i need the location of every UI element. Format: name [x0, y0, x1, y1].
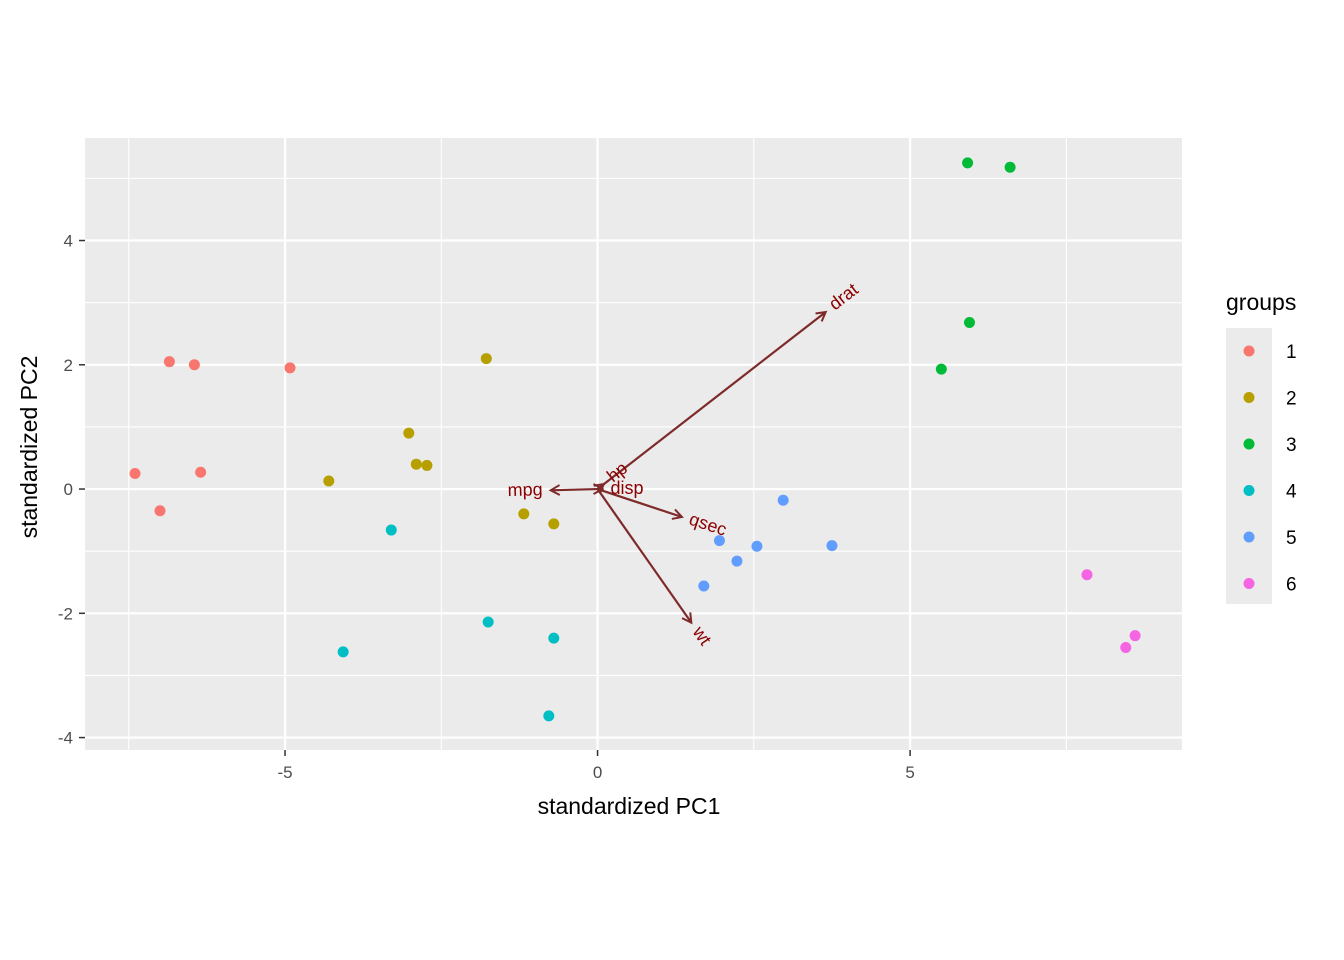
y-tick-label: 0	[64, 480, 73, 499]
data-point-group-4	[543, 710, 555, 722]
legend-label-3: 3	[1286, 435, 1297, 456]
arrow-label-mpg: mpg	[507, 479, 543, 500]
arrow-mpg	[551, 489, 598, 490]
data-point-group-3	[963, 317, 975, 329]
arrow-drat	[596, 312, 826, 490]
data-point-group-5	[698, 580, 710, 592]
data-point-group-2	[548, 518, 560, 530]
data-point-group-5	[731, 555, 743, 567]
data-point-group-1	[188, 359, 200, 371]
arrow-wt	[596, 488, 692, 623]
data-point-group-2	[410, 458, 422, 470]
data-point-group-4	[482, 616, 494, 628]
data-point-group-4	[337, 646, 349, 658]
legend-label-1: 1	[1286, 342, 1297, 363]
legend-key-4	[1243, 485, 1255, 496]
data-point-group-2	[480, 353, 492, 365]
data-point-group-1	[284, 362, 296, 374]
data-point-group-5	[751, 540, 763, 552]
legend-key-1	[1243, 345, 1255, 357]
data-point-group-4	[385, 524, 397, 536]
y-axis-title: standardized PC2	[16, 356, 42, 539]
legend-key-3	[1243, 438, 1255, 450]
x-tick-label: -5	[277, 763, 292, 782]
data-points	[129, 157, 1141, 722]
x-axis-title: standardized PC1	[538, 793, 721, 819]
legend-key-5	[1243, 531, 1255, 543]
data-point-group-2	[323, 475, 335, 487]
y-tick-label: -4	[58, 729, 73, 748]
data-point-group-6	[1120, 641, 1132, 653]
arrow-label-disp: disp	[611, 478, 644, 498]
legend-title: groups	[1226, 289, 1296, 315]
data-point-group-3	[935, 363, 947, 375]
legend-label-5: 5	[1286, 528, 1297, 549]
data-point-group-3	[962, 157, 974, 169]
data-point-group-2	[421, 459, 433, 471]
data-point-group-5	[713, 535, 725, 547]
legend-key-background	[1226, 328, 1272, 604]
legend-key-6	[1243, 578, 1255, 589]
x-tick-label: 0	[593, 763, 602, 782]
data-point-group-6	[1081, 569, 1093, 581]
data-point-group-1	[154, 505, 166, 517]
y-tick-label: 2	[64, 356, 73, 375]
axes: -5 0 5 -4 -2 0 2 4	[58, 232, 915, 782]
x-tick-label: 5	[905, 763, 914, 782]
legend: groups 1 2 3 4 5 6	[1226, 289, 1297, 604]
arrow-qsec	[597, 488, 682, 517]
data-point-group-2	[403, 427, 415, 439]
data-point-group-5	[826, 540, 838, 552]
legend-label-6: 6	[1286, 575, 1297, 596]
data-point-group-1	[195, 466, 207, 478]
data-point-group-5	[777, 494, 789, 506]
y-tick-label: -2	[58, 604, 73, 623]
major-gridlines	[85, 138, 1182, 750]
data-point-group-4	[548, 632, 560, 644]
data-point-group-1	[129, 468, 141, 480]
plot-panel	[85, 138, 1182, 750]
legend-label-4: 4	[1286, 482, 1297, 503]
legend-label-2: 2	[1286, 389, 1297, 410]
data-point-group-2	[518, 508, 530, 520]
legend-key-2	[1243, 392, 1255, 403]
data-point-group-3	[1004, 161, 1016, 173]
data-point-group-1	[163, 356, 175, 368]
y-tick-label: 4	[64, 232, 73, 251]
data-point-group-6	[1129, 630, 1141, 642]
